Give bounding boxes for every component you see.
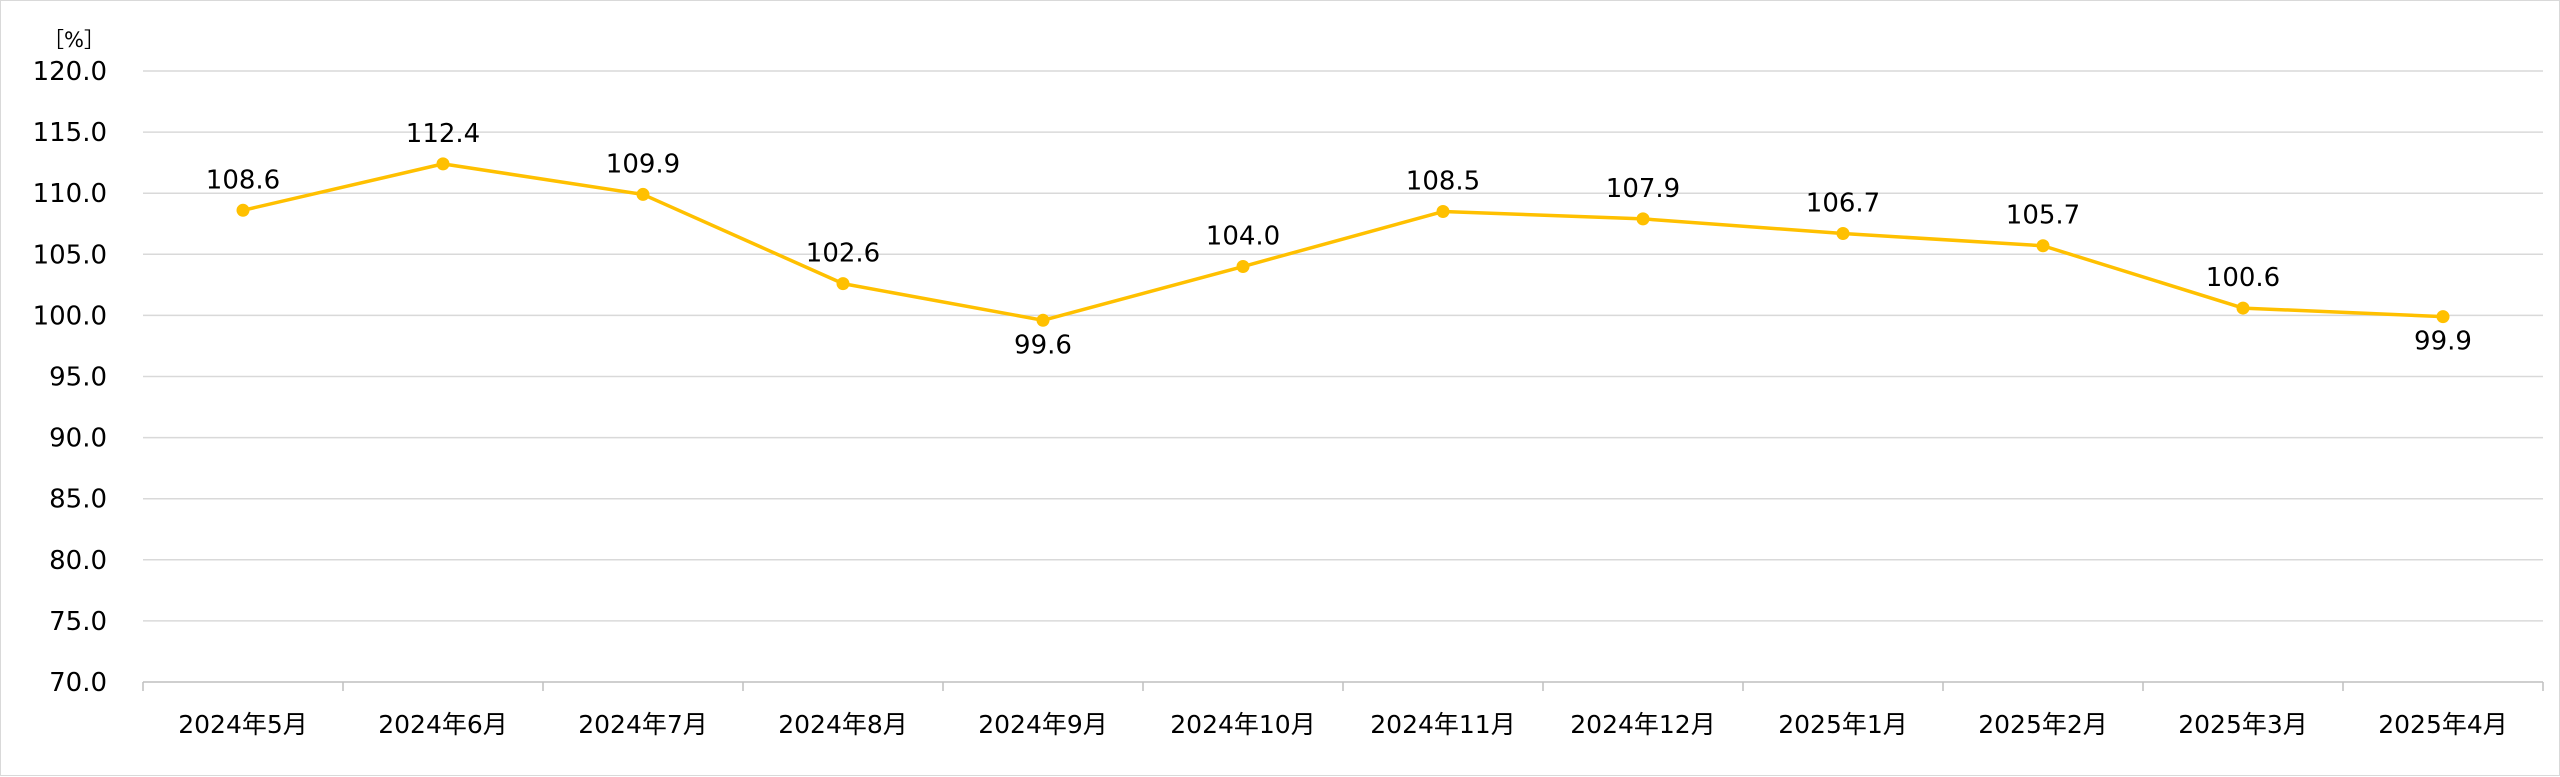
x-tick-label: 2025年4月 [2378,710,2508,739]
data-label: 108.6 [206,165,280,195]
x-tick-label: 2024年11月 [1370,710,1515,739]
x-tick-labels: 2024年5月 2024年6月 2024年7月 2024年8月 2024年9月 2024年… [178,710,2508,739]
data-label: 99.6 [1014,330,1072,360]
gridlines [143,70,2543,622]
x-tick-label: 2025年3月 [2178,710,2308,739]
y-tick-label: 105.0 [33,240,107,270]
data-label: 106.7 [1806,189,1880,219]
x-axis [142,681,2544,691]
y-tick-label: 95.0 [49,363,107,393]
data-labels: 108.6 112.4 109.9 102.6 99.6 104.0 108.5 107.9 1… [206,119,2472,360]
x-tick-label: 2024年8月 [778,710,908,739]
y-tick-label: 80.0 [49,546,107,576]
unit-label: ［%］ [43,28,105,52]
x-tick-label: 2025年1月 [1778,710,1908,739]
x-tick-label: 2024年6月 [378,710,508,739]
y-tick-label: 120.0 [33,57,107,87]
data-point [1236,260,1250,274]
data-point [1836,227,1850,241]
y-tick-label: 110.0 [33,179,107,209]
data-label: 108.5 [1406,167,1480,197]
x-tick-label: 2024年10月 [1170,710,1315,739]
series-line [242,162,2444,323]
data-point [2436,310,2450,324]
x-tick-label: 2024年9月 [978,710,1108,739]
x-tick-label: 2025年2月 [1978,710,2108,739]
y-tick-label: 115.0 [33,118,107,148]
data-label: 99.9 [2414,327,2472,357]
data-point [2236,301,2250,315]
data-point [836,277,850,291]
data-point [436,157,450,171]
x-tick-label: 2024年12月 [1570,710,1715,739]
data-point [2036,239,2050,253]
data-point [1036,313,1050,327]
x-tick-label: 2024年7月 [578,710,708,739]
data-point [636,187,650,201]
data-label: 112.4 [406,119,480,149]
y-tick-label: 75.0 [49,607,107,637]
series-line-group [236,157,2450,327]
data-point [1636,212,1650,226]
data-label: 109.9 [606,149,680,179]
y-tick-label: 90.0 [49,424,107,454]
y-tick-labels: 70.0 75.0 80.0 85.0 90.0 95.0 100.0 105.0 110.0 1… [33,57,107,698]
data-label: 100.6 [2206,263,2280,293]
data-point [236,203,250,217]
data-label: 107.9 [1606,174,1680,204]
x-tick-label: 2024年5月 [178,710,308,739]
y-tick-label: 70.0 [49,668,107,698]
data-label: 105.7 [2006,201,2080,231]
y-tick-label: 100.0 [33,301,107,331]
y-tick-label: 85.0 [49,485,107,515]
data-label: 102.6 [806,239,880,269]
data-point [1436,205,1450,219]
data-label: 104.0 [1206,222,1280,252]
